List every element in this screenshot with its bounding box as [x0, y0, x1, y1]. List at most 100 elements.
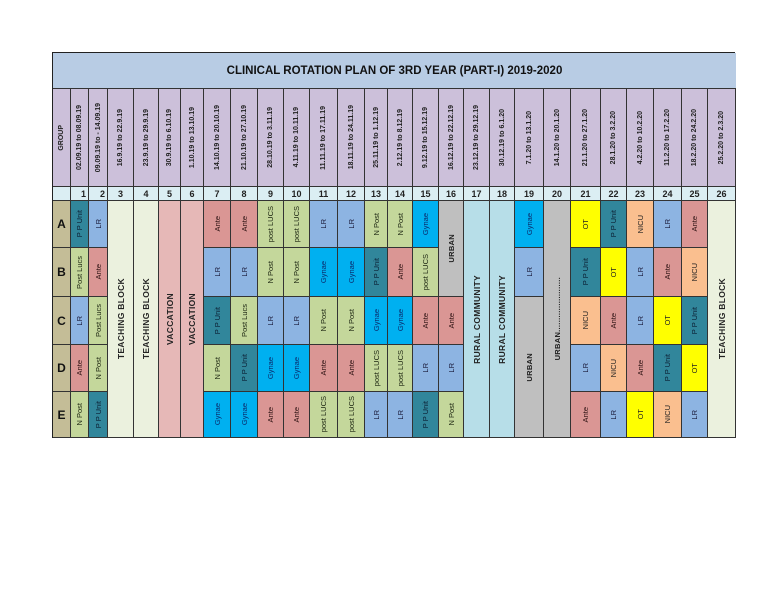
rotation-slot[interactable]: N Post — [439, 392, 464, 438]
rotation-slot[interactable]: Ante — [284, 392, 310, 438]
rotation-slot[interactable]: Gynae — [258, 345, 284, 392]
rotation-slot[interactable]: LR — [204, 248, 231, 297]
rotation-slot-label: post LUCS — [292, 205, 301, 243]
rotation-slot[interactable]: P P Unit — [571, 248, 601, 297]
rotation-slot[interactable]: OT — [654, 297, 682, 345]
rotation-slot[interactable]: Gynae — [365, 297, 388, 345]
week-date-label: 14.1.20 to 20.1.20 — [553, 108, 561, 167]
rotation-slot[interactable]: NICU — [682, 248, 708, 297]
rotation-slot[interactable]: NICU — [627, 201, 654, 248]
rotation-slot[interactable]: N Post — [284, 248, 310, 297]
rotation-slot[interactable]: N Post — [310, 297, 338, 345]
week-date-label: 30.9.19 to 6.10.19 — [166, 108, 173, 167]
rotation-slot[interactable]: Ante — [338, 345, 365, 392]
rotation-slot[interactable]: P P Unit — [71, 201, 89, 248]
rotation-slot[interactable]: post LUCS — [388, 345, 413, 392]
rotation-slot[interactable]: N Post — [71, 392, 89, 438]
rotation-slot[interactable]: P P Unit — [231, 345, 258, 392]
week-date-header: 30.12.19 to 6.1.20 — [490, 89, 515, 187]
rotation-slot[interactable]: N Post — [258, 248, 284, 297]
rotation-slot[interactable]: LR — [258, 297, 284, 345]
rotation-slot[interactable]: LR — [515, 248, 544, 297]
rotation-slot[interactable]: P P Unit — [89, 392, 108, 438]
rotation-slot[interactable]: Gynae — [413, 201, 439, 248]
rotation-slot[interactable]: P P Unit — [601, 201, 627, 248]
rotation-slot[interactable]: Gynae — [338, 248, 365, 297]
rotation-slot-label: LR — [292, 315, 301, 326]
rotation-slot[interactable]: Gynae — [204, 392, 231, 438]
rotation-slot[interactable]: Ante — [71, 345, 89, 392]
rotation-slot[interactable]: LR — [413, 345, 439, 392]
rotation-slot[interactable]: N Post — [204, 345, 231, 392]
rotation-slot[interactable]: Ante — [89, 248, 108, 297]
rotation-slot-label: P P Unit — [690, 306, 699, 335]
rotation-slot[interactable]: Ante — [310, 345, 338, 392]
rotation-slot-label: Gynae — [319, 260, 328, 284]
rotation-slot-label: post LUCS — [395, 349, 405, 387]
rotation-slot[interactable]: OT — [601, 248, 627, 297]
rotation-slot[interactable]: Ante — [439, 297, 464, 345]
rotation-slot[interactable]: P P Unit — [204, 297, 231, 345]
rotation-slot[interactable]: LR — [365, 392, 388, 438]
rotation-slot[interactable]: Ante — [204, 201, 231, 248]
rotation-slot[interactable]: LR — [338, 201, 365, 248]
rotation-slot[interactable]: N Post — [338, 297, 365, 345]
rotation-slot[interactable]: NICU — [654, 392, 682, 438]
rotation-slot[interactable]: post LUCS — [338, 392, 365, 438]
rotation-slot[interactable]: Gynae — [515, 201, 544, 248]
rotation-slot[interactable]: LR — [310, 201, 338, 248]
rotation-slot[interactable]: Post Lucs — [231, 297, 258, 345]
rotation-slot[interactable]: LR — [627, 248, 654, 297]
rotation-slot[interactable]: LR — [439, 345, 464, 392]
rotation-slot[interactable]: Gynae — [310, 248, 338, 297]
rotation-slot[interactable]: OT — [627, 392, 654, 438]
rotation-slot[interactable]: LR — [654, 201, 682, 248]
rotation-slot[interactable]: Post Lucs — [71, 248, 89, 297]
rotation-slot[interactable]: Ante — [627, 345, 654, 392]
rotation-slot[interactable]: Post Lucs — [89, 297, 108, 345]
rotation-slot[interactable]: OT — [682, 345, 708, 392]
rotation-slot[interactable]: P P Unit — [413, 392, 439, 438]
rotation-slot[interactable]: post LUCS — [365, 345, 388, 392]
rotation-slot[interactable]: LR — [682, 392, 708, 438]
rotation-slot[interactable]: Ante — [601, 297, 627, 345]
rotation-slot[interactable]: Gynae — [231, 392, 258, 438]
rotation-slot[interactable]: LR — [601, 392, 627, 438]
week-number-label: 13 — [370, 188, 381, 199]
rotation-slot[interactable]: OT — [571, 201, 601, 248]
rotation-slot[interactable]: P P Unit — [682, 297, 708, 345]
rotation-slot[interactable]: Ante — [682, 201, 708, 248]
rotation-slot[interactable]: post LUCS — [413, 248, 439, 297]
rotation-slot[interactable]: post LUCS — [284, 201, 310, 248]
rotation-slot[interactable]: Ante — [413, 297, 439, 345]
rotation-slot[interactable]: LR — [231, 248, 258, 297]
rotation-slot[interactable]: LR — [284, 297, 310, 345]
week-date-header: 25.2.20 to 2.3.20 — [708, 89, 736, 187]
rotation-slot[interactable]: N Post — [388, 201, 413, 248]
rotation-slot[interactable]: Ante — [654, 248, 682, 297]
rotation-slot-label: LR — [690, 409, 699, 420]
rotation-slot-label: Ante — [663, 264, 672, 280]
rotation-slot[interactable]: NICU — [571, 297, 601, 345]
rotation-slot[interactable]: LR — [71, 297, 89, 345]
rotation-slot[interactable]: P P Unit — [654, 345, 682, 392]
rotation-slot[interactable]: Gynae — [284, 345, 310, 392]
rotation-slot[interactable]: Ante — [388, 248, 413, 297]
rotation-slot[interactable]: P P Unit — [365, 248, 388, 297]
week-date-header: 23.12.19 to 29.12.19 — [464, 89, 490, 187]
rotation-slot[interactable]: Ante — [571, 392, 601, 438]
week-number-label: 17 — [471, 188, 482, 199]
rotation-slot[interactable]: LR — [388, 392, 413, 438]
rotation-slot[interactable]: N Post — [365, 201, 388, 248]
rotation-slot[interactable]: LR — [571, 345, 601, 392]
rotation-slot[interactable]: Ante — [231, 201, 258, 248]
rotation-slot-label: LR — [635, 267, 645, 277]
rotation-slot[interactable]: LR — [89, 201, 108, 248]
rotation-slot[interactable]: Gynae — [388, 297, 413, 345]
rotation-slot[interactable]: NICU — [601, 345, 627, 392]
rotation-slot[interactable]: post LUCS — [310, 392, 338, 438]
rotation-slot[interactable]: Ante — [258, 392, 284, 438]
rotation-slot[interactable]: N Post — [89, 345, 108, 392]
rotation-slot[interactable]: post LUCS — [258, 201, 284, 248]
rotation-slot[interactable]: LR — [627, 297, 654, 345]
